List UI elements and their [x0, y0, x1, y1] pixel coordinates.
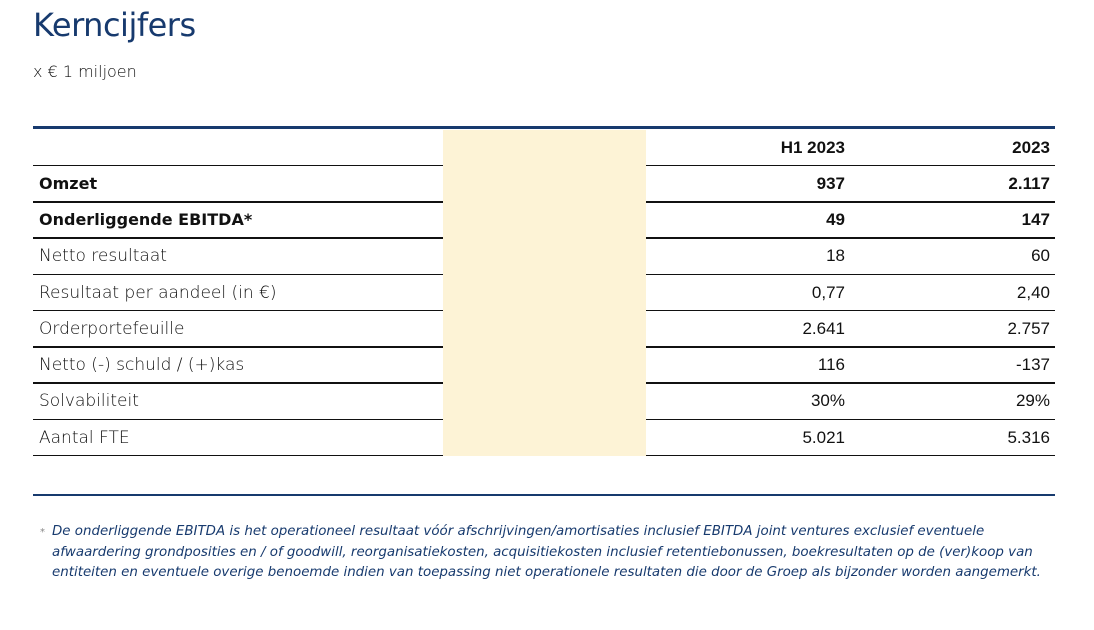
highlight-column: [443, 129, 646, 456]
row-label: Orderportefeuille: [39, 318, 185, 339]
cell-value: 147: [1021, 210, 1050, 229]
cell-value: -137: [1015, 355, 1050, 374]
row-label: Solvabiliteit: [39, 391, 139, 412]
cell-value: 5.316: [1007, 427, 1050, 447]
row-label: Aantal FTE: [39, 427, 130, 448]
footnote-line: De onderliggende EBITDA is het operation…: [52, 524, 985, 539]
cell-value: 2.117: [1008, 173, 1050, 193]
cell-value: 2.757: [1007, 318, 1050, 338]
separator: [33, 494, 1055, 496]
cell-value: 60: [1031, 246, 1050, 266]
column-header: 2023: [1012, 137, 1050, 157]
subtitle: x € 1 miljoen: [33, 62, 137, 81]
row-label: Resultaat per aandeel (in €): [39, 282, 277, 303]
cell-value: 116: [817, 355, 845, 374]
cell-value: 2.641: [802, 318, 845, 338]
cell-value: 49: [826, 210, 845, 229]
cell-value: 2,40: [1016, 282, 1050, 302]
row-label: Netto resultaat: [39, 246, 167, 267]
column-header: H1 2023: [780, 137, 845, 157]
cell-value: 937: [816, 173, 845, 193]
cell-value: 29%: [1015, 391, 1050, 411]
footnote-line: entiteiten en eventuele overige benoemde…: [52, 565, 1041, 580]
cell-value: 18: [826, 246, 845, 266]
cell-value: 5.021: [802, 427, 845, 447]
cell-value: 30%: [810, 391, 845, 411]
row-label: Omzet: [39, 173, 98, 193]
footnote-marker: *: [40, 527, 45, 538]
cell-value: 0,77: [811, 282, 845, 302]
row-label: Onderliggende EBITDA*: [39, 210, 253, 229]
footnote-line: afwaardering grondposities en / of goodw…: [52, 544, 1033, 560]
table-top-rule: [33, 126, 1055, 129]
title: Kerncijfers: [33, 6, 196, 44]
row-label: Netto (-) schuld / (+)kas: [39, 355, 245, 375]
